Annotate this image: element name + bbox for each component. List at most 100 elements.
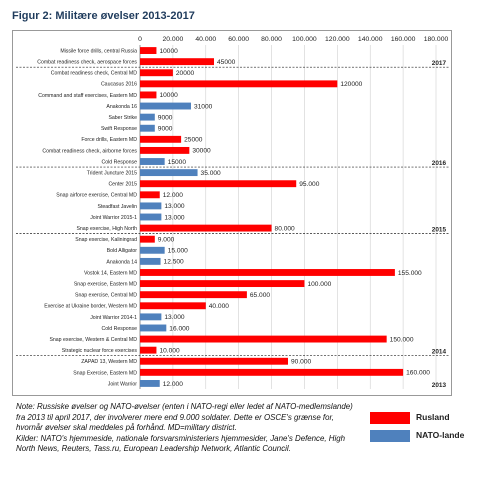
bar-value-label: 9000 xyxy=(158,126,173,133)
bar-value-label: 65.000 xyxy=(250,292,271,299)
bar-value-label: 16.000 xyxy=(169,325,190,332)
category-label: Snap exercise, High North xyxy=(76,226,137,232)
bar xyxy=(140,368,404,376)
source-text: Kilder: NATO's hjemmeside, nationale for… xyxy=(16,433,345,454)
bar-value-label: 10.000 xyxy=(159,347,180,354)
category-label: Combat readiness check, Central MD xyxy=(51,71,137,77)
category-label: Trident Juncture 2015 xyxy=(87,171,137,177)
category-label: Anakonda 14 xyxy=(106,259,137,265)
bar xyxy=(140,235,155,243)
bar xyxy=(140,269,395,276)
bar xyxy=(140,91,157,99)
x-tick-label: 0 xyxy=(138,36,142,43)
bar-value-label: 9000 xyxy=(158,114,173,121)
legend-label-nato: NATO-lande xyxy=(416,430,465,440)
category-label: Combat readiness check, airborne forces xyxy=(42,148,137,154)
x-tick-label: 80.000 xyxy=(261,36,282,43)
bar-value-label: 12.500 xyxy=(164,259,185,266)
category-label: Combat readiness check, aerospace forces xyxy=(37,60,137,66)
bar xyxy=(140,58,214,66)
bar xyxy=(140,246,165,254)
category-label: Saber Strike xyxy=(108,115,137,121)
category-label: Caucasus 2016 xyxy=(101,82,137,88)
bar-value-label: 15.000 xyxy=(168,248,189,255)
legend-swatch-nato xyxy=(370,430,410,442)
bar xyxy=(140,335,387,343)
category-label: Snap airforce exercise, Central MD xyxy=(56,193,137,199)
legend-item-nato: NATO-lande xyxy=(370,430,490,444)
bar-value-label: 9.000 xyxy=(158,236,175,243)
bar xyxy=(140,158,165,165)
legend-label-rusland: Rusland xyxy=(416,412,450,422)
category-label: Swift Response xyxy=(101,126,137,132)
bar-value-label: 13.000 xyxy=(164,314,185,321)
category-label: Missile force drills, central Russia xyxy=(60,48,137,54)
bar xyxy=(140,313,162,321)
bar-value-label: 13.000 xyxy=(164,203,185,210)
bar xyxy=(140,213,162,221)
bar xyxy=(140,69,173,77)
bar-value-label: 95.000 xyxy=(299,181,320,188)
x-tick-label: 120.000 xyxy=(325,36,350,43)
x-tick-label: 20.000 xyxy=(162,36,183,43)
x-tick-label: 140.000 xyxy=(358,36,383,43)
chart-notes: Note: Russiske øvelser og NATO-øvelser (… xyxy=(16,402,361,455)
category-label: Cold Response xyxy=(102,326,138,332)
bar-value-label: 12.000 xyxy=(163,192,184,199)
year-label: 2014 xyxy=(432,349,447,356)
bar xyxy=(140,180,297,188)
bar-value-label: 25000 xyxy=(184,137,203,144)
category-label: Snap exercise, Central MD xyxy=(75,293,137,299)
year-label: 2017 xyxy=(432,60,447,67)
bar-value-label: 12.000 xyxy=(163,381,184,388)
x-tick-label: 160.000 xyxy=(391,36,416,43)
year-label: 2015 xyxy=(432,227,447,234)
category-label: Joint Warrior xyxy=(108,381,137,387)
category-label: Joint Warrior 2014-1 xyxy=(90,315,137,321)
category-label: Center 2015 xyxy=(108,182,137,188)
year-label: 2016 xyxy=(432,160,447,167)
bar xyxy=(140,380,160,387)
bar xyxy=(140,291,247,299)
category-label: Snap exercise, Eastern MD xyxy=(74,281,137,287)
bar xyxy=(140,202,162,210)
category-label: Exercise at Ukraine border, Western MD xyxy=(44,304,137,310)
x-tick-label: 40.000 xyxy=(195,36,216,43)
bar-value-label: 160.000 xyxy=(406,370,430,377)
bar xyxy=(140,102,191,110)
category-label: Strategic nuclear force exercises xyxy=(62,348,138,354)
bar-value-label: 20000 xyxy=(176,70,195,77)
bar xyxy=(140,146,190,154)
bar-value-label: 100.000 xyxy=(307,281,331,288)
category-label: Joint Warrior 2015-1 xyxy=(90,215,137,221)
x-tick-label: 60.000 xyxy=(228,36,249,43)
bar-value-label: 13.000 xyxy=(164,214,185,221)
category-label: ZAPAD 13, Western MD xyxy=(81,359,137,365)
bar-value-label: 155.000 xyxy=(398,270,422,277)
category-label: Command and staff exercises, Eastern MD xyxy=(38,93,137,99)
bar-value-label: 80.000 xyxy=(275,225,296,232)
category-label: Snap exercise, Western & Central MD xyxy=(49,337,137,343)
bar xyxy=(140,280,305,288)
bar-value-label: 150.000 xyxy=(390,336,414,343)
bar xyxy=(140,80,338,88)
bar-value-label: 120000 xyxy=(340,81,362,88)
bar-value-label: 10000 xyxy=(159,92,178,99)
chart-frame xyxy=(12,30,452,396)
category-label: Force drills, Eastern MD xyxy=(81,137,137,143)
bar xyxy=(140,135,182,143)
bar xyxy=(140,224,272,232)
category-label: Bold Alligator xyxy=(107,248,138,254)
bar-value-label: 90.000 xyxy=(291,359,312,366)
category-label: Vostok 14, Eastern MD xyxy=(84,270,137,276)
bar xyxy=(140,191,160,199)
bar-value-label: 35.000 xyxy=(201,170,222,177)
bar-value-label: 15000 xyxy=(168,159,187,166)
x-tick-label: 180.000 xyxy=(424,36,449,43)
category-label: Snap Exercise, Eastern MD xyxy=(73,370,137,376)
chart-title: Figur 2: Militære øvelser 2013-2017 xyxy=(12,10,195,22)
x-tick-label: 100.000 xyxy=(292,36,317,43)
bar-value-label: 10000 xyxy=(159,48,178,55)
bar-value-label: 45000 xyxy=(217,59,236,66)
category-label: Steadfast Javelin xyxy=(97,204,137,210)
